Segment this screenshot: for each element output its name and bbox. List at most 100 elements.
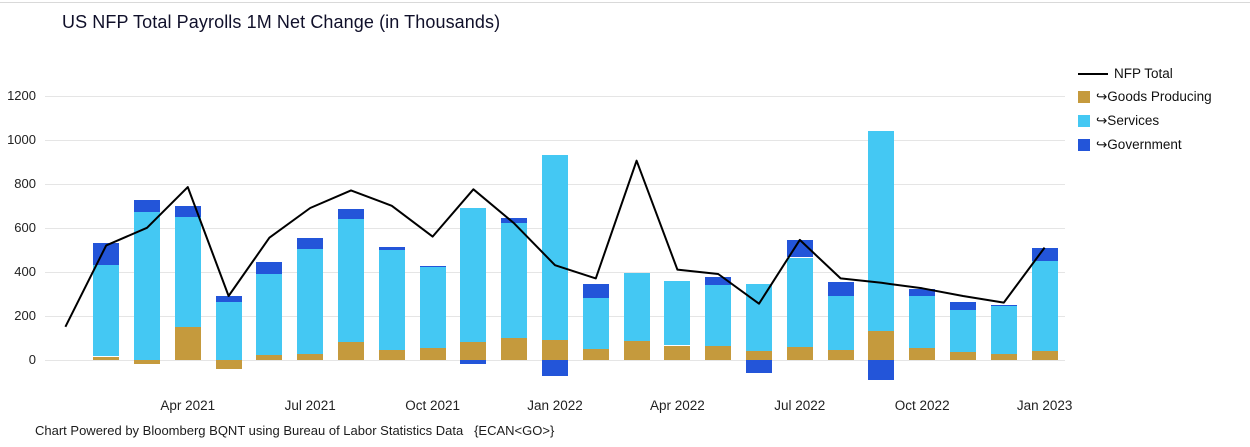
bar-segment-services-may-2022: [705, 285, 732, 346]
y-tick-label-600: 600: [14, 219, 36, 235]
bar-segment-goods-producing-may-2021: [215, 359, 242, 369]
y-tick-label-1200: 1200: [7, 87, 36, 103]
bar-segment-services-aug-2021: [338, 219, 364, 343]
bar-segment-government-oct-2021: [419, 266, 446, 268]
bar-segment-government-jul-2021: [297, 237, 324, 249]
bar-segment-services-jan-2022: [542, 155, 568, 340]
y-tick-label-1000: 1000: [7, 131, 36, 147]
y-tick-label-0: 0: [28, 351, 36, 367]
bar-segment-goods-producing-apr-2022: [664, 345, 691, 360]
bar-segment-goods-producing-nov-2021: [460, 342, 487, 360]
bar-segment-goods-producing-jan-2022: [542, 340, 568, 360]
bar-segment-government-nov-2021: [460, 359, 487, 365]
goods-producing-swatch-icon: [1078, 91, 1090, 103]
bar-segment-government-jan-2022: [542, 359, 568, 377]
bar-segment-government-jun-2022: [746, 359, 772, 373]
bar-segment-government-sep-2022: [868, 359, 895, 380]
bar-segment-government-dec-2022: [990, 304, 1017, 306]
gridline-1200: [45, 95, 1065, 97]
x-axis: Apr 2021 Jul 2021 Oct 2021 Jan 2022 Apr 2022…: [45, 398, 1072, 418]
bar-segment-goods-producing-oct-2022: [909, 347, 936, 360]
nfp-total-swatch-icon: [1078, 72, 1108, 75]
bar-segment-government-feb-2022: [582, 283, 609, 299]
bar-segment-government-oct-2022: [909, 289, 936, 296]
x-tick-label-jul-2021: Jul 2021: [284, 398, 336, 413]
bar-segment-services-jun-2021: [256, 274, 283, 356]
bar-segment-goods-producing-dec-2021: [501, 337, 528, 360]
legend-label: ↪Goods Producing: [1096, 89, 1212, 104]
legend-item-government[interactable]: ↪Government: [1078, 137, 1212, 153]
bar-segment-services-dec-2021: [501, 223, 528, 338]
bar-segment-services-apr-2021: [174, 216, 201, 327]
y-axis: 0 200 400 600 800 1000 1200: [0, 65, 40, 395]
legend-label: ↪Government: [1096, 137, 1182, 152]
x-tick-label-oct-2022: Oct 2022: [894, 398, 950, 413]
bar-segment-services-feb-2022: [582, 298, 609, 349]
bar-segment-goods-producing-jan-2023: [1031, 351, 1058, 360]
bar-segment-goods-producing-oct-2021: [419, 347, 446, 360]
bar-segment-services-jul-2022: [786, 257, 813, 347]
bar-segment-goods-producing-mar-2022: [623, 341, 650, 360]
bar-segment-government-sep-2021: [378, 246, 405, 250]
bar-segment-services-jul-2021: [297, 248, 324, 355]
bar-segment-services-mar-2021: [134, 212, 160, 360]
x-tick-label-oct-2021: Oct 2021: [405, 398, 460, 413]
bar-segment-goods-producing-jul-2022: [786, 346, 813, 360]
bar-segment-services-sep-2021: [378, 249, 405, 350]
legend-label: NFP Total: [1114, 66, 1173, 81]
bar-segment-government-dec-2021: [501, 217, 528, 224]
bar-segment-services-may-2021: [215, 301, 242, 360]
bar-segment-goods-producing-feb-2022: [582, 348, 609, 360]
bar-segment-goods-producing-may-2022: [705, 345, 732, 360]
bar-segment-services-apr-2022: [664, 280, 691, 346]
x-tick-label-jan-2023: Jan 2023: [1016, 398, 1073, 413]
bar-segment-government-jul-2022: [786, 239, 813, 258]
bar-segment-government-apr-2021: [174, 205, 201, 217]
bar-segment-goods-producing-sep-2021: [378, 349, 405, 360]
bar-segment-government-may-2021: [215, 296, 242, 302]
y-tick-label-400: 400: [14, 263, 36, 279]
legend-label: ↪Services: [1096, 113, 1160, 128]
services-swatch-icon: [1078, 115, 1090, 127]
legend-item-services[interactable]: ↪Services: [1078, 113, 1212, 129]
bar-segment-goods-producing-mar-2021: [134, 359, 160, 365]
bar-segment-services-oct-2022: [909, 296, 936, 348]
x-tick-label-jan-2022: Jan 2022: [527, 398, 583, 413]
bar-segment-goods-producing-feb-2021: [93, 356, 120, 360]
bar-segment-services-dec-2022: [990, 305, 1017, 355]
bar-segment-goods-producing-aug-2021: [338, 342, 364, 360]
bar-segment-government-feb-2021: [93, 243, 120, 266]
top-divider: [0, 2, 1250, 3]
bar-segment-goods-producing-jun-2022: [746, 351, 772, 360]
legend-item-goods-producing[interactable]: ↪Goods Producing: [1078, 89, 1212, 105]
legend-item-nfp-total[interactable]: NFP Total: [1078, 66, 1212, 81]
bar-segment-goods-producing-sep-2022: [868, 331, 895, 360]
bar-segment-services-aug-2022: [827, 296, 854, 350]
bar-segment-services-oct-2021: [419, 267, 446, 348]
bar-segment-government-jan-2023: [1031, 247, 1058, 261]
bar-segment-services-jun-2022: [746, 283, 772, 351]
bar-segment-government-aug-2021: [338, 209, 364, 219]
x-tick-label-apr-2022: Apr 2022: [649, 398, 705, 413]
plot-area: [45, 65, 1065, 395]
bar-segment-government-jun-2021: [256, 261, 283, 274]
bar-segment-goods-producing-jul-2021: [297, 354, 324, 360]
y-tick-label-800: 800: [14, 175, 36, 191]
legend: NFP Total ↪Goods Producing ↪Services ↪Gover…: [1078, 66, 1212, 153]
x-tick-label-jul-2022: Jul 2022: [774, 398, 826, 413]
bar-segment-services-nov-2022: [950, 310, 976, 353]
bar-segment-goods-producing-apr-2021: [174, 326, 201, 360]
government-swatch-icon: [1078, 139, 1090, 151]
bar-segment-goods-producing-nov-2022: [950, 352, 976, 360]
footer-credit: Chart Powered by Bloomberg BQNT using Bu…: [35, 423, 555, 438]
bar-segment-government-may-2022: [705, 277, 732, 285]
bar-segment-services-feb-2021: [93, 265, 120, 357]
bar-segment-government-nov-2022: [950, 301, 976, 311]
chart-title: US NFP Total Payrolls 1M Net Change (in …: [62, 12, 501, 32]
bar-segment-government-aug-2022: [827, 281, 854, 296]
bar-segment-services-sep-2022: [868, 131, 895, 332]
bar-segment-services-jan-2023: [1031, 260, 1058, 351]
gridline-1000: [45, 139, 1065, 141]
x-tick-label-apr-2021: Apr 2021: [160, 398, 216, 413]
bar-segment-services-mar-2022: [623, 272, 650, 342]
